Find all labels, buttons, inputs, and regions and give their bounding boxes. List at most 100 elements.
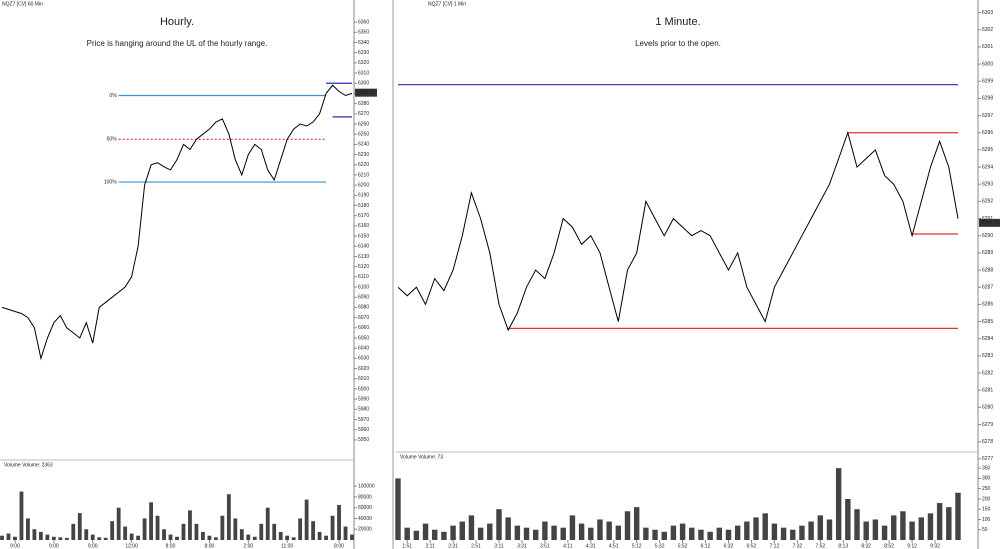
y-tick-label: 6350 bbox=[358, 30, 369, 36]
volume-bar bbox=[569, 515, 576, 540]
volume-tick-label: 250 bbox=[982, 486, 991, 492]
chart-header: NQZ7 [CV] 1 Min bbox=[428, 1, 466, 7]
volume-bar bbox=[955, 492, 961, 540]
volume-bar bbox=[633, 507, 640, 540]
volume-bar bbox=[142, 518, 147, 540]
volume-tick-label: 20000 bbox=[358, 527, 372, 533]
volume-bar bbox=[38, 531, 43, 540]
y-tick-label: 6000 bbox=[358, 386, 369, 392]
y-tick-label: 6303 bbox=[982, 10, 993, 16]
y-tick-label: 6230 bbox=[358, 152, 369, 158]
volume-tick-label: 150 bbox=[982, 507, 991, 513]
volume-bar bbox=[707, 531, 713, 540]
volume-bar bbox=[252, 536, 257, 540]
volume-bar bbox=[505, 517, 511, 540]
volume-bar bbox=[181, 523, 186, 540]
x-tick-label: 6:32 bbox=[724, 543, 734, 549]
volume-bar bbox=[432, 529, 438, 540]
volume-bar bbox=[220, 515, 225, 540]
x-tick-label: 5:52 bbox=[678, 543, 688, 549]
volume-bar bbox=[753, 517, 759, 540]
volume-bar bbox=[272, 523, 277, 540]
volume-bar bbox=[835, 468, 842, 540]
volume-bar bbox=[246, 534, 251, 540]
volume-bar bbox=[413, 530, 420, 540]
x-tick-label: 9:12 bbox=[907, 543, 917, 549]
volume-bar bbox=[762, 513, 768, 540]
volume-bar bbox=[652, 529, 658, 540]
volume-bar bbox=[734, 525, 741, 540]
y-tick-label: 5990 bbox=[358, 396, 369, 402]
y-tick-label: 6298 bbox=[982, 96, 993, 102]
y-tick-label: 6020 bbox=[358, 366, 369, 372]
y-tick-label: 6300 bbox=[358, 81, 369, 87]
y-tick-label: 5980 bbox=[358, 407, 369, 413]
volume-bar bbox=[317, 531, 322, 540]
volume-bar bbox=[285, 535, 290, 540]
volume-bar bbox=[168, 534, 173, 540]
volume-bar bbox=[597, 519, 603, 540]
chart-subtitle: Levels prior to the open. bbox=[635, 39, 721, 48]
volume-bar bbox=[588, 527, 594, 540]
x-tick-label: 6:52 bbox=[747, 543, 757, 549]
y-tick-label: 6284 bbox=[982, 336, 993, 342]
volume-bar bbox=[624, 511, 631, 540]
volume-tick-label: 100000 bbox=[358, 483, 375, 489]
y-tick-label: 6293 bbox=[982, 182, 993, 188]
y-tick-label: 5950 bbox=[358, 437, 369, 443]
volume-tick-label: 200 bbox=[982, 496, 991, 502]
y-tick-label: 6220 bbox=[358, 162, 369, 168]
volume-bar bbox=[532, 529, 539, 540]
y-tick-label: 6260 bbox=[358, 121, 369, 127]
volume-bar bbox=[19, 491, 24, 540]
x-tick-label: 9:32 bbox=[930, 543, 940, 549]
y-tick-label: 5970 bbox=[358, 417, 369, 423]
y-tick-label: 6310 bbox=[358, 70, 369, 76]
volume-tick-label: 40000 bbox=[358, 516, 372, 522]
y-tick-label: 6294 bbox=[982, 164, 993, 170]
volume-bar bbox=[51, 536, 56, 540]
y-tick-label: 6295 bbox=[982, 147, 993, 153]
y-tick-label: 6030 bbox=[358, 356, 369, 362]
y-tick-label: 6110 bbox=[358, 274, 369, 280]
volume-bar bbox=[459, 521, 465, 540]
y-tick-label: 6299 bbox=[982, 79, 993, 85]
volume-bar bbox=[265, 507, 270, 540]
volume-bar bbox=[201, 531, 205, 540]
volume-bar bbox=[551, 525, 557, 540]
x-tick-label: 5:12 bbox=[632, 543, 642, 549]
volume-bar bbox=[136, 535, 141, 540]
volume-bar bbox=[872, 519, 879, 540]
volume-label: Volume Volume: 73 bbox=[400, 454, 443, 460]
volume-bar bbox=[496, 509, 502, 540]
x-tick-label: 2:00 bbox=[243, 543, 253, 549]
volume-bar bbox=[450, 525, 456, 540]
x-tick-label: 2:31 bbox=[448, 543, 458, 549]
volume-bar bbox=[324, 535, 328, 540]
volume-bar bbox=[162, 529, 166, 540]
volume-bar bbox=[799, 525, 805, 540]
level-label: 100% bbox=[104, 179, 117, 185]
x-tick-label: 7:52 bbox=[815, 543, 825, 549]
y-tick-label: 6296 bbox=[982, 130, 993, 136]
y-tick-label: 6288 bbox=[982, 267, 993, 273]
y-tick-label: 6210 bbox=[358, 172, 369, 178]
volume-bar bbox=[337, 505, 341, 540]
y-tick-label: 6283 bbox=[982, 353, 993, 359]
y-tick-label: 6150 bbox=[358, 233, 369, 239]
x-tick-label: 6:12 bbox=[701, 543, 711, 549]
y-tick-label: 6279 bbox=[982, 422, 993, 428]
volume-bar bbox=[422, 523, 429, 540]
volume-bar bbox=[780, 527, 787, 540]
x-tick-label: 3:31 bbox=[517, 543, 527, 549]
x-tick-label: 4:11 bbox=[563, 543, 573, 549]
y-tick-label: 6190 bbox=[358, 193, 369, 199]
volume-bar bbox=[560, 527, 566, 540]
volume-bar bbox=[330, 515, 335, 540]
y-tick-label: 6120 bbox=[358, 264, 369, 270]
volume-bar bbox=[213, 537, 218, 540]
volume-bar bbox=[239, 529, 244, 540]
volume-bar bbox=[155, 515, 160, 540]
y-tick-label: 6289 bbox=[982, 250, 993, 256]
